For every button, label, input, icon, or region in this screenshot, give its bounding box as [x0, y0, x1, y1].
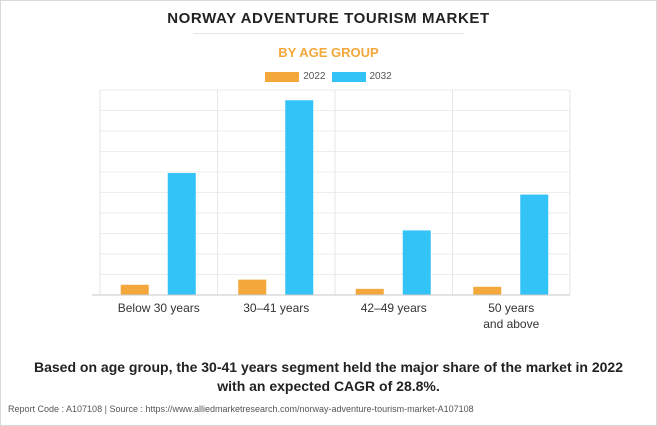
chart-footer: Report Code : A107108 | Source : https:/… — [8, 404, 474, 414]
chart-title: NORWAY ADVENTURE TOURISM MARKET — [167, 10, 490, 27]
x-tick-label: 42–49 years — [361, 301, 427, 315]
chart-legend: 2022 2032 — [0, 71, 657, 82]
footer-separator: | — [104, 404, 107, 414]
bar-chart: Below 30 years 30–41 years 42–49 years 50 y… — [92, 89, 571, 331]
x-tick-label: 30–41 years — [243, 301, 309, 315]
caption-line-2: with an expected CAGR of 28.8%. — [217, 378, 440, 394]
x-tick-label-line: Below 30 years — [118, 301, 200, 315]
legend-swatch-2022 — [265, 71, 300, 82]
legend-item-2032[interactable]: 2032 — [331, 71, 392, 82]
x-tick-label-line: and above — [483, 317, 539, 331]
x-tick-label: 50 years and above — [483, 301, 539, 331]
source-text: Source : https://www.alliedmarketresearc… — [109, 404, 474, 414]
x-tick-label-line: 42–49 years — [361, 301, 427, 315]
bar-2032 — [167, 173, 196, 295]
bar-2032 — [285, 100, 314, 295]
bar-2022 — [473, 286, 502, 295]
bar-2032 — [520, 194, 549, 295]
legend-swatch-2032 — [331, 71, 366, 82]
chart-caption: Based on age group, the 30-41 years segm… — [0, 358, 657, 396]
legend-label-2022: 2022 — [303, 71, 326, 82]
caption-line-1: Based on age group, the 30-41 years segm… — [34, 359, 623, 375]
chart-subtitle: BY AGE GROUP — [278, 45, 379, 60]
bar-2022 — [238, 279, 267, 295]
title-divider — [193, 33, 464, 34]
report-code: Report Code : A107108 — [8, 404, 103, 414]
legend-label-2032: 2032 — [369, 71, 392, 82]
bar-2032 — [402, 230, 431, 295]
x-tick-label: Below 30 years — [118, 301, 200, 315]
x-tick-label-line: 50 years — [488, 301, 534, 315]
legend-item-2022[interactable]: 2022 — [265, 71, 326, 82]
bar-2022 — [355, 288, 384, 295]
bar-2022 — [120, 284, 149, 295]
x-tick-label-line: 30–41 years — [243, 301, 309, 315]
